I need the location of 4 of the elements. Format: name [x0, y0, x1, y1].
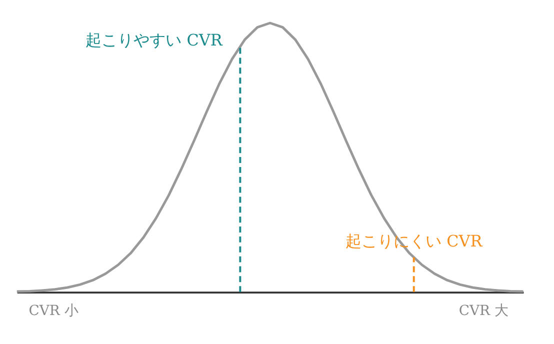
annotation: 起こりやすい CVR — [86, 30, 224, 50]
annotation: 起こりにくい CVR — [346, 231, 484, 250]
text: CVR 大 — [458, 302, 508, 319]
text: CVR 小 — [28, 302, 78, 319]
